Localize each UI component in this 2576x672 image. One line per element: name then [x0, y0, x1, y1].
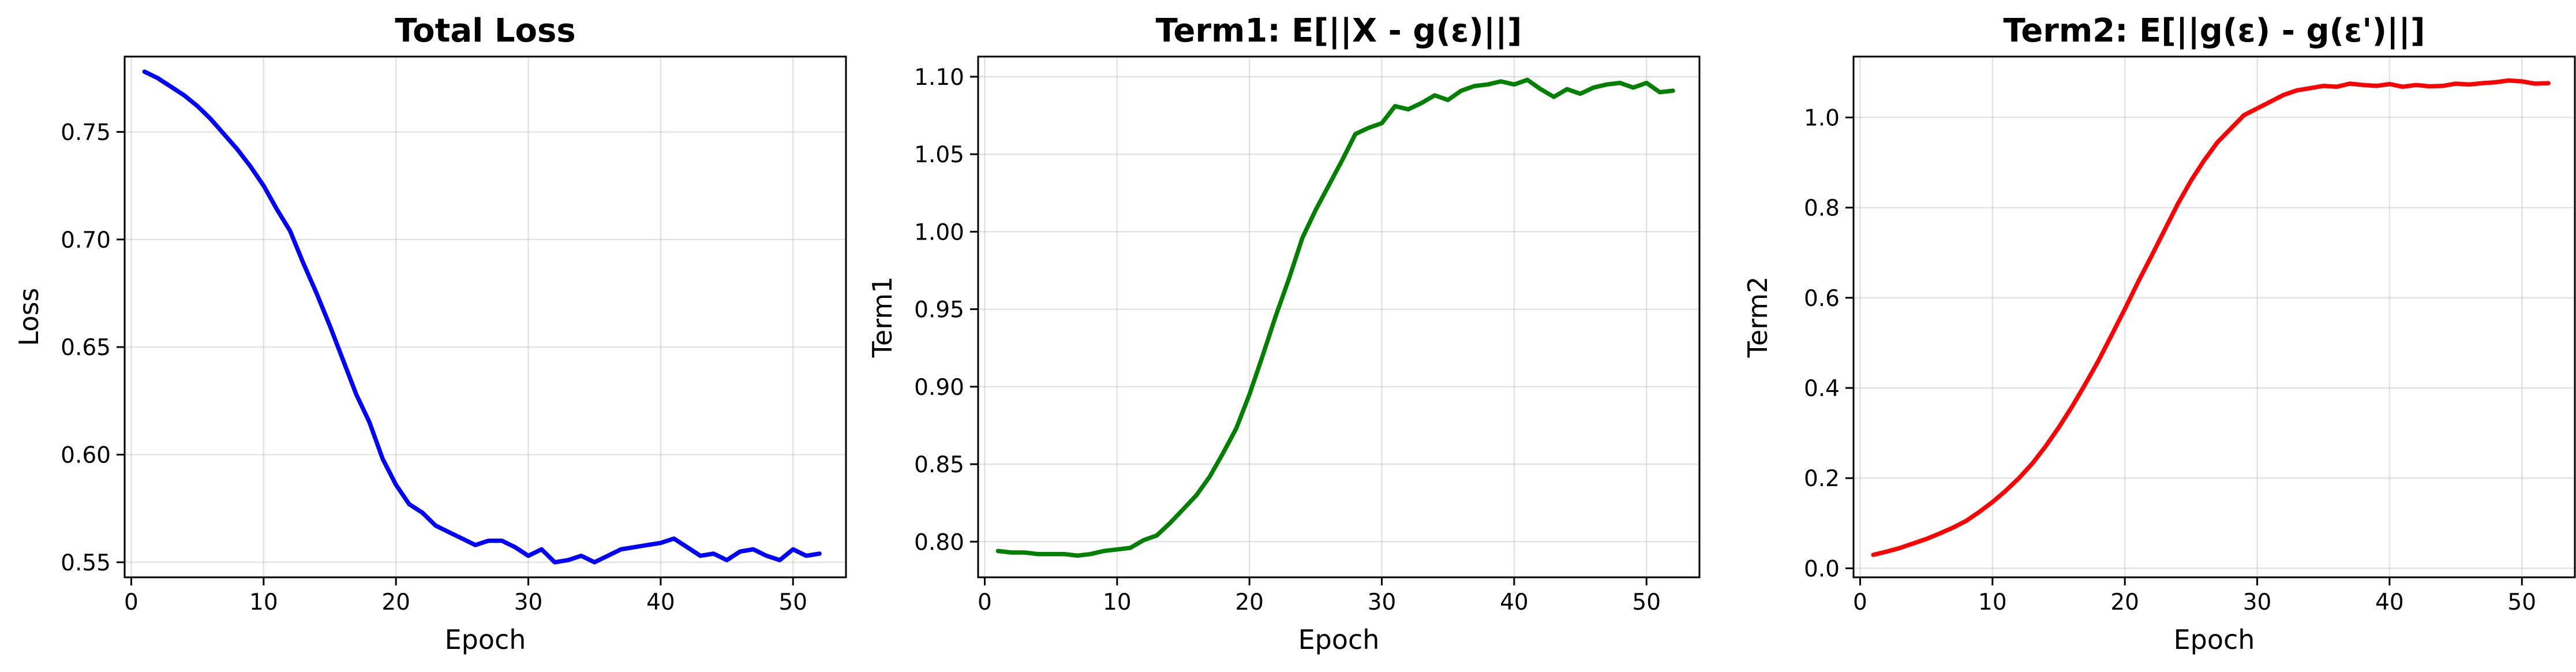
x-tick-label: 30: [2243, 589, 2272, 615]
grid: [1854, 57, 2575, 577]
y-tick-label: 0.80: [914, 529, 964, 555]
panel-term2: 0 10 20 30 40 50 0.0 0.2 0.4 0.6 0.8 1.0 Term2: E[|…: [1742, 12, 2576, 655]
x-tick-label: 30: [1368, 589, 1396, 615]
x-axis-label: Epoch: [445, 624, 526, 655]
plot-frame: [1852, 55, 2576, 578]
x-tick-label: 50: [778, 589, 807, 615]
panel-term1: 0 10 20 30 40 500.800.850.900.951.001.051.10 …: [867, 12, 1701, 655]
series-line: [1871, 78, 2551, 557]
x-tick-label: 40: [2375, 589, 2404, 615]
x-tick-label: 20: [1235, 589, 1264, 615]
y-tick-label: 0.6: [1804, 286, 1840, 312]
series-line: [995, 77, 1675, 558]
x-tick-label: 40: [1500, 589, 1529, 615]
x-tick-label: 50: [2507, 589, 2536, 615]
x-tick-label: 10: [1978, 589, 2007, 615]
y-tick-label: 1.10: [914, 65, 964, 91]
y-tick-label: 0.65: [61, 335, 111, 361]
y-axis-label: Term1: [867, 277, 898, 359]
y-tick-label: 0.60: [61, 443, 111, 469]
y-tick-label: 1.0: [1804, 105, 1840, 131]
series-layer: [1871, 78, 2551, 557]
panel-total-loss: 0 10 20 30 40 50 0.55 0.60 0.65 0.70 0.75 Total Lo…: [13, 12, 847, 655]
grid: [978, 57, 1699, 577]
y-tick-label: 0.8: [1804, 196, 1840, 222]
y-tick-label: 1.00: [914, 219, 964, 245]
series-layer: [995, 77, 1675, 558]
y-tick-label: 0.75: [61, 120, 111, 145]
tick-layer: 0 10 20 30 40 50 0.0 0.2 0.4 0.6 0.8 1.0: [1804, 105, 2536, 615]
x-tick-label: 0: [124, 589, 138, 615]
x-tick-label: 10: [249, 589, 278, 615]
x-tick-label: 0: [1853, 589, 1867, 615]
y-tick-label: 0.0: [1804, 556, 1840, 582]
y-tick-label: 0.70: [61, 227, 111, 253]
x-tick-label: 30: [514, 589, 543, 615]
x-tick-label: 20: [2110, 589, 2139, 615]
tick-layer: 0 10 20 30 40 50 0.80 0.85 0.90 0.95 1.00 1.05 1.10: [914, 65, 1661, 615]
series-line: [142, 69, 822, 565]
plot-frame: [123, 55, 847, 578]
x-axis-label: Epoch: [1298, 624, 1380, 655]
y-tick-label: 0.2: [1804, 466, 1840, 492]
x-axis-label: Epoch: [2174, 624, 2255, 655]
y-axis-label: Term2: [1742, 277, 1773, 359]
y-tick-label: 1.05: [914, 142, 964, 168]
chart-title: Term1: E[||X - g(ε)||]: [1156, 12, 1522, 50]
x-tick-label: 20: [381, 589, 410, 615]
chart-title: Term2: E[||g(ε) - g(ε')||]: [2003, 12, 2425, 50]
y-axis-label: Loss: [13, 288, 44, 346]
x-tick-label: 50: [1632, 589, 1661, 615]
chart-title: Total Loss: [395, 12, 575, 50]
y-tick-label: 0.55: [61, 550, 111, 576]
x-tick-label: 40: [646, 589, 675, 615]
series-layer: [142, 69, 822, 565]
tick-layer: 0 10 20 30 40 50 0.55 0.60 0.65 0.70 0.75: [61, 120, 807, 615]
y-tick-label: 0.95: [914, 297, 964, 323]
x-tick-label: 0: [978, 589, 992, 615]
x-tick-label: 10: [1103, 589, 1132, 615]
grid: [125, 57, 846, 577]
y-tick-label: 0.85: [914, 452, 964, 478]
y-tick-label: 0.90: [914, 375, 964, 401]
y-tick-label: 0.4: [1804, 376, 1840, 402]
plot-frame: [977, 55, 1701, 578]
